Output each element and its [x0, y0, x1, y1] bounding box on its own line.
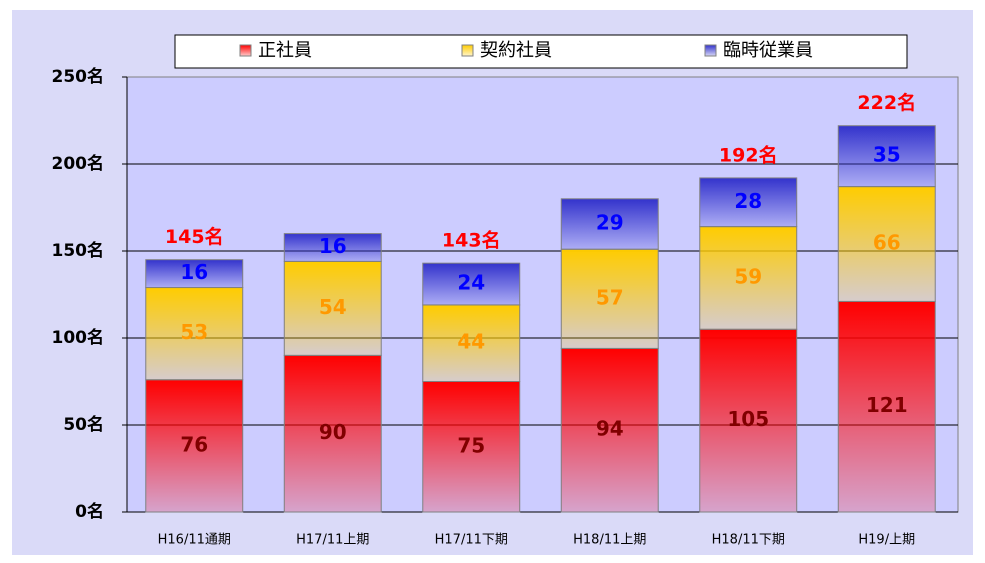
data-label: 44 [457, 330, 485, 354]
total-label: 145名 [165, 225, 224, 248]
data-label: 90 [319, 420, 347, 444]
y-tick-label: 200名 [52, 153, 105, 174]
bar-segment [837, 300, 936, 513]
total-label: 192名 [719, 143, 778, 166]
legend-swatch [704, 44, 717, 57]
data-label: 28 [734, 189, 762, 213]
y-tick-label: 100名 [52, 327, 105, 348]
x-tick-label: H17/11下期 [435, 533, 508, 548]
data-label: 105 [727, 407, 769, 431]
data-label: 57 [596, 285, 624, 309]
legend [174, 34, 908, 69]
data-label: 94 [596, 417, 624, 441]
x-tick-label: H19/上期 [858, 533, 915, 548]
data-label: 24 [457, 271, 485, 295]
data-label: 121 [866, 393, 908, 417]
legend-swatch [461, 44, 474, 57]
bar-segment [422, 262, 521, 306]
bar-segment [145, 259, 244, 289]
data-label: 75 [457, 433, 485, 457]
x-tick-label: H18/11上期 [573, 533, 646, 548]
bar-segment [699, 226, 798, 330]
bar-segment [283, 260, 382, 356]
bar-segment [422, 304, 521, 382]
data-label: 59 [734, 264, 762, 288]
y-tick-label: 150名 [52, 240, 105, 261]
y-tick-label: 50名 [63, 414, 104, 435]
bar-segment [837, 125, 936, 188]
data-label: 16 [180, 260, 208, 284]
legend-label: 臨時従業員 [723, 40, 813, 61]
total-label: 143名 [442, 229, 501, 252]
data-label: 66 [873, 231, 901, 255]
bar-segment [560, 248, 659, 349]
data-label: 54 [319, 295, 347, 319]
x-tick-label: H18/11下期 [712, 533, 785, 548]
total-label: 222名 [857, 91, 916, 114]
bar-segment [560, 198, 659, 250]
bar-segment [560, 347, 659, 513]
bar-segment [145, 379, 244, 513]
data-label: 29 [596, 211, 624, 235]
x-tick-label: H17/11上期 [296, 533, 369, 548]
bar-segment [283, 233, 382, 262]
bar-segment [422, 381, 521, 513]
legend-label: 正社員 [258, 40, 312, 61]
legend-swatch [239, 44, 252, 57]
data-label: 76 [180, 432, 208, 456]
bar-segment [837, 186, 936, 302]
bar-segment [283, 354, 382, 513]
bar-segment [699, 328, 798, 513]
y-tick-label: 0名 [75, 501, 104, 522]
data-label: 53 [180, 320, 208, 344]
data-label: 35 [873, 143, 901, 167]
data-label: 16 [319, 234, 347, 258]
x-tick-label: H16/11通期 [158, 533, 231, 548]
y-tick-label: 250名 [52, 66, 105, 87]
legend-label: 契約社員 [480, 40, 552, 61]
bar-segment [145, 287, 244, 381]
bar-segment [699, 177, 798, 228]
plot-area [126, 76, 959, 513]
